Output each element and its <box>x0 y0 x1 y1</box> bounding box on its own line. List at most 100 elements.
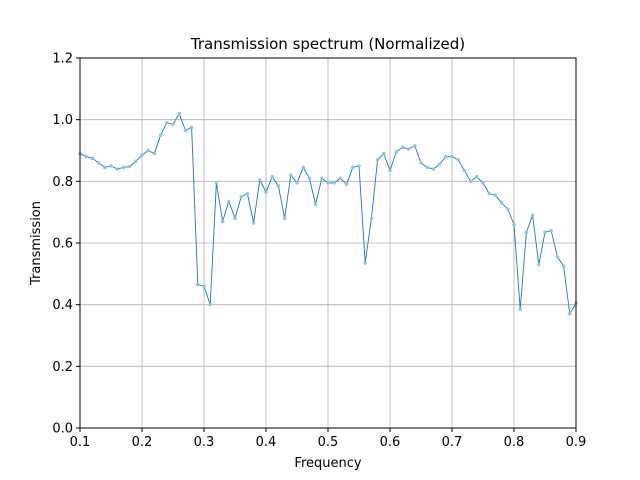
data-point <box>121 165 126 170</box>
data-point <box>326 181 330 185</box>
ticks: 0.1 0.2 0.3 0.4 0.5 0.6 0.7 0.8 0.9 0.0 0.2 0.4 0.6 0… <box>52 52 586 451</box>
data-point <box>289 173 293 177</box>
y-tick-label: 1.2 <box>52 52 73 67</box>
data-point <box>270 174 275 179</box>
data-point <box>165 120 169 125</box>
data-point <box>134 159 138 164</box>
data-point <box>90 156 95 161</box>
data-point <box>512 222 516 227</box>
data-point <box>487 191 492 196</box>
x-tick-label: 0.3 <box>194 435 215 450</box>
data-point <box>332 181 337 185</box>
data-point <box>543 230 547 235</box>
data-point <box>456 157 461 162</box>
data-point <box>313 202 318 207</box>
data-point <box>189 125 194 130</box>
data-point <box>413 144 417 148</box>
data-point <box>388 168 392 173</box>
data-point <box>158 133 163 137</box>
data-point <box>431 167 436 171</box>
data-point <box>233 216 237 221</box>
data-point <box>530 213 535 218</box>
data-point <box>258 177 262 182</box>
data-point <box>282 216 287 221</box>
x-tick-label: 0.9 <box>566 435 587 450</box>
data-point <box>220 219 225 224</box>
chart-title: Transmission spectrum (Normalized) <box>190 35 465 53</box>
data-point <box>214 181 219 185</box>
data-point <box>115 167 119 171</box>
data-point <box>555 255 560 259</box>
data-point <box>382 151 386 156</box>
y-tick-label: 0.8 <box>52 175 73 190</box>
data-point <box>140 153 144 157</box>
data-point <box>171 122 175 127</box>
y-tick-label: 1.0 <box>52 113 73 128</box>
data-point <box>568 312 572 316</box>
data-point <box>183 128 188 133</box>
x-tick-label: 0.8 <box>504 435 525 450</box>
x-tick-label: 0.7 <box>442 435 463 450</box>
data-point <box>239 194 243 199</box>
data-point <box>518 307 522 312</box>
data-point <box>227 199 231 204</box>
x-tick-label: 0.4 <box>256 435 277 450</box>
data-point <box>375 157 380 162</box>
data-point <box>96 161 101 165</box>
data-point <box>84 154 88 159</box>
data-point <box>394 150 399 154</box>
data-point <box>475 174 479 179</box>
data-point <box>351 165 355 170</box>
data-point <box>444 154 448 159</box>
data-point <box>363 261 368 265</box>
data-point <box>357 164 361 168</box>
data-point <box>537 262 541 267</box>
data-point <box>152 151 157 156</box>
data-point <box>400 145 405 150</box>
data-point <box>450 154 454 159</box>
data-point <box>276 184 281 188</box>
data-point <box>425 165 430 170</box>
data-point <box>301 165 306 170</box>
data-point <box>549 228 553 233</box>
data-point <box>109 164 113 168</box>
x-axis-label: Frequency <box>294 456 361 471</box>
x-tick-label: 0.2 <box>132 435 153 450</box>
data-point <box>127 164 132 169</box>
y-axis-label: Transmission <box>29 201 44 286</box>
data-point <box>208 302 212 307</box>
y-tick-label: 0.6 <box>52 237 73 252</box>
data-point <box>493 193 498 198</box>
x-tick-label: 0.1 <box>70 435 91 450</box>
data-point <box>103 165 107 170</box>
data-point <box>295 181 299 185</box>
data-point <box>245 191 250 196</box>
data-point <box>369 216 374 221</box>
data-point <box>177 111 181 116</box>
data-point <box>338 176 343 181</box>
data-point <box>344 182 349 187</box>
data-point <box>506 207 510 211</box>
data-point <box>524 230 529 235</box>
data-point <box>437 162 442 167</box>
data-point <box>561 264 566 268</box>
data-point <box>202 284 206 288</box>
data-point <box>499 201 504 205</box>
data-point <box>320 176 324 181</box>
series-group <box>78 111 578 316</box>
x-tick-label: 0.5 <box>318 435 339 450</box>
data-point <box>264 190 268 194</box>
data-point <box>251 221 256 225</box>
data-point <box>481 181 485 185</box>
y-tick-label: 0.4 <box>52 298 73 313</box>
y-tick-label: 0.2 <box>52 360 73 375</box>
data-point <box>406 147 411 151</box>
data-point <box>462 168 467 173</box>
data-point <box>468 179 473 184</box>
data-point <box>146 148 150 153</box>
y-tick-label: 0.0 <box>52 422 73 437</box>
data-point <box>307 176 312 181</box>
data-point <box>419 161 423 165</box>
x-tick-label: 0.6 <box>380 435 401 450</box>
